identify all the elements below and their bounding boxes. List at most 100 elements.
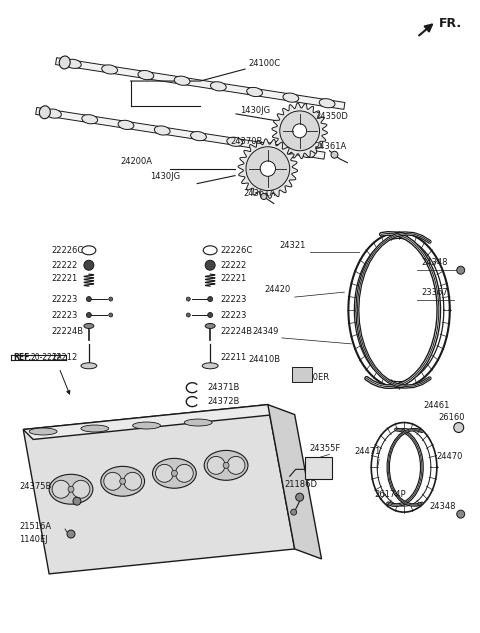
- Text: 22212: 22212: [51, 353, 77, 362]
- Text: 22226C: 22226C: [220, 246, 252, 255]
- Ellipse shape: [263, 143, 279, 152]
- Ellipse shape: [210, 82, 226, 91]
- Circle shape: [331, 151, 338, 158]
- Text: REF.: REF.: [13, 353, 32, 362]
- Text: 24361A: 24361A: [314, 142, 347, 151]
- Circle shape: [186, 297, 190, 301]
- Text: 21516A: 21516A: [19, 522, 51, 531]
- Text: 22223: 22223: [220, 311, 247, 320]
- Ellipse shape: [29, 428, 57, 435]
- Ellipse shape: [59, 56, 70, 69]
- Text: 24348: 24348: [421, 258, 447, 267]
- Text: 24349: 24349: [252, 327, 278, 336]
- Polygon shape: [238, 139, 298, 198]
- Circle shape: [104, 472, 122, 490]
- Text: 24471: 24471: [354, 448, 381, 456]
- Text: 24470: 24470: [437, 453, 463, 461]
- Text: 24200A: 24200A: [120, 157, 153, 166]
- Text: 24100C: 24100C: [248, 59, 280, 68]
- Ellipse shape: [101, 467, 144, 496]
- Text: 1140EJ: 1140EJ: [19, 535, 48, 544]
- Circle shape: [207, 456, 225, 474]
- Ellipse shape: [204, 451, 248, 480]
- Circle shape: [246, 147, 290, 191]
- Text: 24348: 24348: [429, 502, 456, 511]
- Text: 22224B: 22224B: [220, 327, 252, 336]
- Ellipse shape: [184, 419, 212, 426]
- Circle shape: [208, 297, 213, 301]
- Polygon shape: [23, 404, 295, 574]
- Bar: [305, 458, 333, 479]
- Ellipse shape: [155, 126, 170, 135]
- Circle shape: [86, 313, 91, 318]
- Text: 22221: 22221: [51, 273, 77, 283]
- Text: 22223: 22223: [51, 294, 77, 304]
- Circle shape: [156, 465, 173, 482]
- Polygon shape: [36, 108, 325, 159]
- Ellipse shape: [247, 87, 263, 97]
- Text: FR.: FR.: [439, 17, 462, 30]
- Circle shape: [120, 479, 126, 484]
- Circle shape: [86, 297, 91, 301]
- Circle shape: [124, 472, 142, 490]
- Bar: [292, 367, 312, 382]
- Polygon shape: [268, 404, 322, 559]
- Ellipse shape: [82, 115, 97, 124]
- Text: 22222: 22222: [220, 261, 246, 270]
- Circle shape: [109, 297, 113, 301]
- Text: 22226C: 22226C: [51, 246, 84, 255]
- Circle shape: [72, 480, 90, 498]
- Ellipse shape: [191, 132, 206, 141]
- Circle shape: [280, 111, 320, 151]
- Circle shape: [52, 480, 70, 498]
- Text: 23367: 23367: [421, 288, 448, 297]
- Ellipse shape: [202, 363, 218, 369]
- Text: 22211: 22211: [220, 353, 246, 362]
- Circle shape: [296, 493, 304, 501]
- Text: 1140ER: 1140ER: [297, 373, 329, 382]
- Ellipse shape: [174, 76, 190, 85]
- Text: 22221: 22221: [220, 273, 246, 283]
- Ellipse shape: [84, 323, 94, 329]
- Text: 20-221A: 20-221A: [30, 353, 62, 362]
- Circle shape: [454, 423, 464, 432]
- Text: 24321: 24321: [280, 241, 306, 250]
- Text: 24361A: 24361A: [243, 189, 275, 197]
- Text: 24370B: 24370B: [230, 137, 263, 146]
- Text: 21186D: 21186D: [285, 480, 318, 489]
- Text: 24375B: 24375B: [19, 482, 52, 491]
- Text: 22224B: 22224B: [51, 327, 83, 336]
- Circle shape: [261, 194, 267, 199]
- Ellipse shape: [205, 323, 215, 329]
- Text: 24461: 24461: [423, 401, 449, 410]
- Ellipse shape: [82, 246, 96, 254]
- Polygon shape: [56, 58, 345, 110]
- Text: 24355F: 24355F: [310, 444, 341, 453]
- Text: 22222: 22222: [51, 261, 77, 270]
- Circle shape: [73, 497, 81, 505]
- Circle shape: [175, 465, 193, 482]
- Text: 24371B: 24371B: [207, 383, 240, 392]
- Circle shape: [227, 456, 245, 474]
- Ellipse shape: [132, 422, 160, 429]
- Ellipse shape: [153, 458, 196, 488]
- Text: 24410B: 24410B: [248, 355, 280, 364]
- Ellipse shape: [46, 109, 61, 118]
- Circle shape: [457, 266, 465, 274]
- Circle shape: [457, 510, 465, 518]
- Ellipse shape: [203, 246, 217, 254]
- Polygon shape: [272, 103, 327, 159]
- Ellipse shape: [81, 425, 109, 432]
- Circle shape: [171, 470, 178, 476]
- Text: 26160: 26160: [439, 413, 465, 422]
- Ellipse shape: [319, 99, 335, 108]
- Circle shape: [109, 313, 113, 317]
- Circle shape: [186, 313, 190, 317]
- Text: 24372B: 24372B: [207, 397, 240, 406]
- Ellipse shape: [49, 474, 93, 504]
- Ellipse shape: [118, 120, 134, 130]
- Circle shape: [223, 462, 229, 468]
- Text: 22223: 22223: [51, 311, 77, 320]
- Text: 26174P: 26174P: [374, 490, 406, 499]
- Ellipse shape: [81, 363, 97, 369]
